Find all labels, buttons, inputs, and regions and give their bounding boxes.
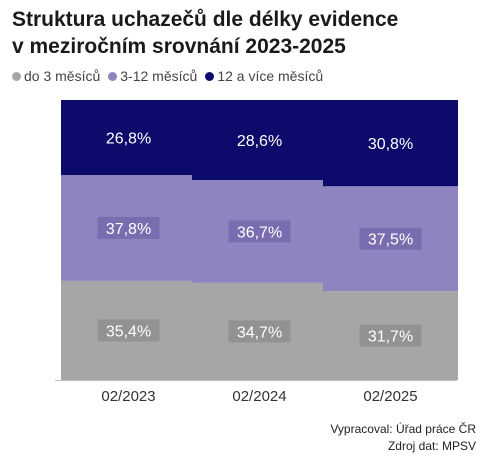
chart-footer: Vypracoval: Úřad práce ČR Zdroj dat: MPS… xyxy=(330,421,476,455)
data-label-short-3: 31,7% xyxy=(368,329,413,346)
data-label-long-3: 30,8% xyxy=(368,136,413,153)
legend-label-long: 12 a více měsíců xyxy=(217,68,324,84)
legend-item-long: 12 a více měsíců xyxy=(205,68,323,84)
chart-title-line-1: Struktura uchazečů dle délky evidence xyxy=(12,8,399,31)
chart-title-line-2: v meziročním srovnání 2023-2025 xyxy=(12,35,346,58)
data-label-long-1: 26,8% xyxy=(106,131,151,148)
legend-swatch-long xyxy=(205,71,215,81)
bar-segment-long-2 xyxy=(192,100,327,181)
data-label-bg-short-2 xyxy=(228,320,291,343)
chart-legend: do 3 měsíců 3-12 měsíců 12 a více měsíců xyxy=(12,68,323,84)
data-label-bg-medium-2 xyxy=(228,220,291,243)
data-label-bg-medium-1 xyxy=(97,216,160,239)
data-label-short-1: 35,4% xyxy=(106,323,151,340)
legend-item-medium: 3-12 měsíců xyxy=(108,68,197,84)
bar-segment-long-3 xyxy=(323,100,458,187)
legend-item-short: do 3 měsíců xyxy=(12,68,100,84)
legend-label-medium: 3-12 měsíců xyxy=(120,68,198,84)
data-label-bg-short-3 xyxy=(359,324,422,347)
data-label-bg-medium-3 xyxy=(359,227,422,250)
bar-segment-long-1 xyxy=(61,100,196,176)
footer-source: Zdroj dat: MPSV xyxy=(387,439,476,453)
x-tick-label-1: 02/2023 xyxy=(101,388,155,405)
data-label-bg-short-1 xyxy=(97,319,160,342)
data-label-short-2: 34,7% xyxy=(237,324,282,341)
x-tick-label-2: 02/2024 xyxy=(232,388,286,405)
data-label-medium-2: 36,7% xyxy=(237,224,282,241)
legend-swatch-medium xyxy=(108,71,118,81)
data-label-long-2: 28,6% xyxy=(237,133,282,150)
legend-label-short: do 3 měsíců xyxy=(24,68,101,84)
footer-author: Vypracoval: Úřad práce ČR xyxy=(330,422,476,436)
x-tick-label-3: 02/2025 xyxy=(363,388,417,405)
legend-swatch-short xyxy=(12,71,21,81)
data-label-medium-1: 37,8% xyxy=(106,221,151,238)
chart-title: Struktura uchazečů dle délky evidence v … xyxy=(12,6,492,60)
data-label-medium-3: 37,5% xyxy=(368,232,413,249)
